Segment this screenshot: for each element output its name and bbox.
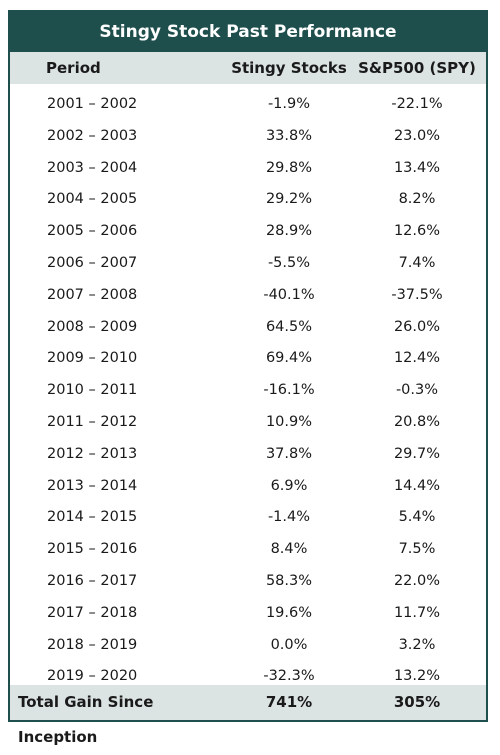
- period-cell: 2011 – 2012: [47, 413, 138, 430]
- spy-cell: -0.3%: [395, 382, 439, 399]
- table-row: 2010 – 2011 -16.1% -0.3%: [10, 375, 486, 407]
- period-cell: 2016 – 2017: [47, 572, 138, 589]
- table-row: 2008 – 2009 64.5% 26.0%: [10, 312, 486, 344]
- stingy-cell: -5.5%: [267, 254, 311, 271]
- column-header-row: Period Stingy Stocks S&P500 (SPY): [10, 52, 486, 84]
- stingy-cell: -1.4%: [267, 509, 311, 526]
- period-cell: 2007 – 2008: [47, 286, 138, 303]
- spy-cell: -22.1%: [391, 96, 443, 112]
- spy-cell: 23.0%: [393, 127, 441, 144]
- spy-cell: 5.4%: [398, 509, 436, 526]
- table-row: 2019 – 2020 -32.3% 13.2%: [10, 661, 486, 693]
- table-row: 2006 – 2007 -5.5% 7.4%: [10, 248, 486, 280]
- period-cell: 2009 – 2010: [47, 350, 138, 367]
- stingy-cell: -32.3%: [263, 668, 315, 685]
- period-cell: 2014 – 2015: [47, 509, 138, 526]
- period-cell: 2015 – 2016: [47, 541, 138, 558]
- spy-cell: 26.0%: [393, 318, 441, 335]
- stingy-cell: -16.1%: [263, 382, 315, 399]
- column-header-stingy: Stingy Stocks: [231, 59, 347, 77]
- total-stingy: 741%: [265, 693, 313, 711]
- performance-table-card: Stingy Stock Past Performance Period Sti…: [8, 10, 488, 746]
- stingy-cell: 28.9%: [265, 223, 313, 240]
- table-row: 2001 – 2002 -1.9% -22.1%: [10, 89, 486, 121]
- table-row: 2013 – 2014 6.9% 14.4%: [10, 471, 486, 503]
- stingy-cell: 6.9%: [270, 477, 308, 494]
- spy-cell: 20.8%: [393, 413, 441, 430]
- total-spy: 305%: [393, 693, 441, 711]
- period-cell: 2017 – 2018: [47, 604, 138, 621]
- spy-cell: 3.2%: [398, 636, 436, 653]
- table-body: 2001 – 2002 -1.9% -22.1% 2002 – 2003 33.8% 23…: [10, 84, 486, 693]
- table-title: Stingy Stock Past Performance: [10, 12, 486, 52]
- table-row: 2003 – 2004 29.8% 13.4%: [10, 153, 486, 185]
- period-cell: 2010 – 2011: [47, 382, 138, 399]
- column-header-spy: S&P500 (SPY): [358, 59, 476, 77]
- period-cell: 2006 – 2007: [47, 254, 138, 271]
- stingy-cell: 0.0%: [270, 636, 308, 653]
- period-cell: 2008 – 2009: [47, 318, 138, 335]
- table-row: 2016 – 2017 58.3% 22.0%: [10, 566, 486, 598]
- spy-cell: 11.7%: [393, 604, 441, 621]
- spy-cell: 12.4%: [393, 350, 441, 367]
- spy-cell: 8.2%: [398, 191, 436, 208]
- spy-cell: 13.2%: [393, 668, 441, 685]
- period-cell: 2005 – 2006: [47, 223, 138, 240]
- spy-cell: 29.7%: [393, 445, 441, 462]
- period-cell: 2002 – 2003: [47, 127, 138, 144]
- stingy-cell: 8.4%: [270, 541, 308, 558]
- period-cell: 2004 – 2005: [47, 191, 138, 208]
- total-label: Total Gain Since Inception: [18, 693, 154, 746]
- stingy-cell: 29.2%: [265, 191, 313, 208]
- stingy-cell: 29.8%: [265, 159, 313, 176]
- spy-cell: -37.5%: [391, 286, 443, 303]
- stingy-cell: 33.8%: [265, 127, 313, 144]
- period-cell: 2013 – 2014: [47, 477, 138, 494]
- table-row: 2004 – 2005 29.2% 8.2%: [10, 184, 486, 216]
- spy-cell: 22.0%: [393, 572, 441, 589]
- table-row: 2014 – 2015 -1.4% 5.4%: [10, 502, 486, 534]
- table-row: 2018 – 2019 0.0% 3.2%: [10, 630, 486, 662]
- table-row: 2005 – 2006 28.9% 12.6%: [10, 216, 486, 248]
- column-header-period: Period: [46, 59, 101, 77]
- spy-cell: 12.6%: [393, 223, 441, 240]
- total-row: Total Gain Since Inception 741% 305%: [10, 685, 486, 746]
- period-cell: 2001 – 2002: [47, 96, 138, 112]
- stingy-cell: -40.1%: [263, 286, 315, 303]
- table-row: 2012 – 2013 37.8% 29.7%: [10, 439, 486, 471]
- table-row: 2009 – 2010 69.4% 12.4%: [10, 343, 486, 375]
- table-row: 2011 – 2012 10.9% 20.8%: [10, 407, 486, 439]
- period-cell: 2019 – 2020: [47, 668, 138, 685]
- period-cell: 2003 – 2004: [47, 159, 138, 176]
- spy-cell: 14.4%: [393, 477, 441, 494]
- table-row: 2017 – 2018 19.6% 11.7%: [10, 598, 486, 630]
- period-cell: 2012 – 2013: [47, 445, 138, 462]
- table-row: 2007 – 2008 -40.1% -37.5%: [10, 280, 486, 312]
- stingy-cell: 37.8%: [265, 445, 313, 462]
- stingy-cell: 58.3%: [265, 572, 313, 589]
- stingy-cell: 19.6%: [265, 604, 313, 621]
- stingy-cell: 69.4%: [265, 350, 313, 367]
- table-row: 2015 – 2016 8.4% 7.5%: [10, 534, 486, 566]
- stingy-cell: 64.5%: [265, 318, 313, 335]
- period-cell: 2018 – 2019: [47, 636, 138, 653]
- spy-cell: 13.4%: [393, 159, 441, 176]
- stingy-cell: 10.9%: [265, 413, 313, 430]
- table-row: 2002 – 2003 33.8% 23.0%: [10, 121, 486, 153]
- stingy-cell: -1.9%: [267, 96, 311, 112]
- spy-cell: 7.5%: [398, 541, 436, 558]
- spy-cell: 7.4%: [398, 254, 436, 271]
